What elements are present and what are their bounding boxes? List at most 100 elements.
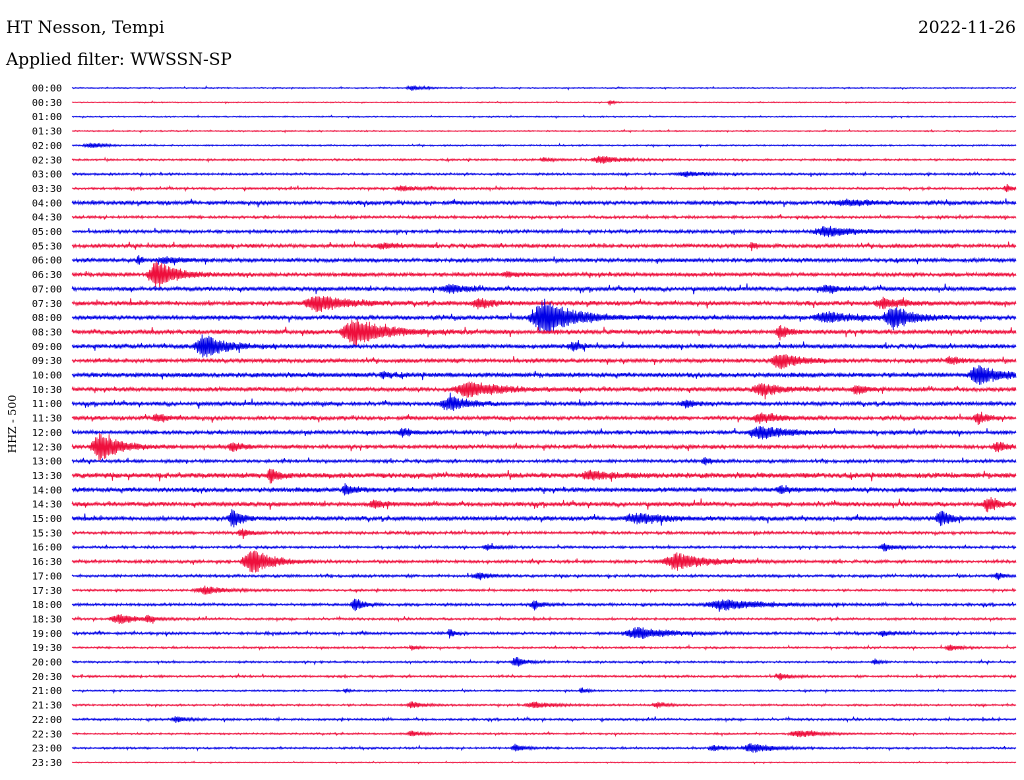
trace-1330 <box>71 468 1017 484</box>
time-label-1730: 17:30 <box>32 586 62 597</box>
channel-axis-label: HHZ - 500 <box>6 395 19 454</box>
time-label-0900: 09:00 <box>32 342 62 353</box>
trace-2100 <box>71 687 1017 694</box>
time-label-1000: 10:00 <box>32 371 62 382</box>
time-label-1630: 16:30 <box>32 557 62 568</box>
trace-0700 <box>71 283 1017 295</box>
time-label-1830: 18:30 <box>32 614 62 625</box>
trace-1900 <box>71 627 1017 639</box>
trace-2030 <box>71 672 1017 681</box>
time-label-2230: 22:30 <box>32 729 62 740</box>
trace-0400 <box>71 198 1017 208</box>
trace-0600 <box>71 255 1017 266</box>
filter-label: Applied filter: WWSSN-SP <box>6 50 232 70</box>
time-label-1700: 17:00 <box>32 571 62 582</box>
trace-0730 <box>71 295 1017 313</box>
time-label-2200: 22:00 <box>32 715 62 726</box>
trace-0800 <box>71 298 1017 334</box>
time-label-0530: 05:30 <box>32 241 62 252</box>
time-label-0330: 03:30 <box>32 184 62 195</box>
trace-1500 <box>71 509 1017 528</box>
trace-0530 <box>71 241 1017 252</box>
trace-2300 <box>71 743 1017 753</box>
trace-1730 <box>71 585 1017 595</box>
trace-1700 <box>71 572 1017 581</box>
trace-1830 <box>71 614 1017 625</box>
trace-1630 <box>71 550 1017 573</box>
trace-0300 <box>71 170 1017 178</box>
trace-2330 <box>71 760 1017 765</box>
trace-0900 <box>71 334 1017 358</box>
time-label-0700: 07:00 <box>32 284 62 295</box>
trace-0330 <box>71 183 1017 193</box>
trace-1000 <box>71 365 1017 385</box>
trace-1300 <box>71 456 1017 466</box>
time-label-0300: 03:00 <box>32 170 62 181</box>
time-label-1130: 11:30 <box>32 414 62 425</box>
trace-0200 <box>71 142 1017 149</box>
trace-0030 <box>71 100 1017 106</box>
time-label-2000: 20:00 <box>32 658 62 669</box>
station-title: HT Nesson, Tempi <box>6 18 165 38</box>
trace-1530 <box>71 528 1017 540</box>
time-label-0100: 01:00 <box>32 112 62 123</box>
trace-0500 <box>71 225 1017 238</box>
time-label-1300: 13:00 <box>32 457 62 468</box>
trace-1200 <box>71 426 1017 440</box>
trace-0830 <box>71 319 1017 347</box>
trace-0130 <box>71 128 1017 134</box>
trace-0230 <box>71 155 1017 164</box>
trace-2000 <box>71 657 1017 667</box>
time-label-0830: 08:30 <box>32 327 62 338</box>
time-label-1500: 15:00 <box>32 514 62 525</box>
time-label-2030: 20:30 <box>32 672 62 683</box>
time-label-0200: 02:00 <box>32 141 62 152</box>
time-label-2330: 23:30 <box>32 758 62 769</box>
time-label-1100: 11:00 <box>32 399 62 410</box>
time-label-0930: 09:30 <box>32 356 62 367</box>
trace-0430 <box>71 213 1017 221</box>
time-label-2130: 21:30 <box>32 701 62 712</box>
trace-1400 <box>71 483 1017 496</box>
time-label-0400: 04:00 <box>32 198 62 209</box>
time-label-1800: 18:00 <box>32 600 62 611</box>
trace-0930 <box>71 354 1017 370</box>
time-label-0000: 00:00 <box>32 84 62 95</box>
time-label-0500: 05:00 <box>32 227 62 238</box>
trace-2200 <box>71 715 1017 724</box>
time-label-1900: 19:00 <box>32 629 62 640</box>
time-label-1330: 13:30 <box>32 471 62 482</box>
time-label-0430: 04:30 <box>32 213 62 224</box>
time-label-1600: 16:00 <box>32 543 62 554</box>
trace-1930 <box>71 643 1017 652</box>
time-label-1400: 14:00 <box>32 485 62 496</box>
time-label-0730: 07:30 <box>32 299 62 310</box>
trace-1600 <box>71 542 1017 552</box>
trace-0100 <box>71 114 1017 120</box>
time-label-2100: 21:00 <box>32 686 62 697</box>
time-label-1200: 12:00 <box>32 428 62 439</box>
time-label-0630: 06:30 <box>32 270 62 281</box>
time-label-1530: 15:30 <box>32 528 62 539</box>
trace-2230 <box>71 730 1017 738</box>
trace-0630 <box>71 261 1017 288</box>
trace-0000 <box>71 85 1017 91</box>
trace-1130 <box>71 411 1017 426</box>
trace-1430 <box>71 497 1017 513</box>
time-label-0130: 01:30 <box>32 127 62 138</box>
trace-2130 <box>71 701 1017 709</box>
trace-1230 <box>71 432 1017 461</box>
trace-date: 2022-11-26 <box>917 18 1016 38</box>
time-label-1030: 10:30 <box>32 385 62 396</box>
time-label-0230: 02:30 <box>32 155 62 166</box>
trace-1030 <box>71 381 1017 400</box>
time-label-2300: 23:00 <box>32 744 62 755</box>
time-label-1430: 14:30 <box>32 500 62 511</box>
time-label-0600: 06:00 <box>32 256 62 267</box>
trace-1100 <box>71 392 1017 411</box>
time-label-0030: 00:30 <box>32 98 62 109</box>
trace-rows: 00:00 00:30 01:00 01:30 02:00 02:30 03:00 03:30… <box>32 84 1017 769</box>
time-label-0800: 08:00 <box>32 313 62 324</box>
trace-1800 <box>71 598 1017 612</box>
